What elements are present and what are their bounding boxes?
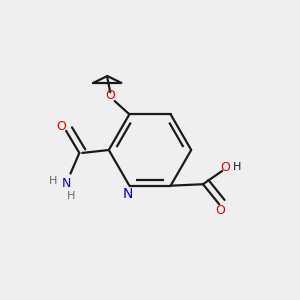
Text: N: N xyxy=(61,177,71,190)
Text: H: H xyxy=(67,190,75,201)
Text: O: O xyxy=(220,161,230,174)
Text: O: O xyxy=(105,89,115,102)
Text: H: H xyxy=(49,176,58,186)
Text: N: N xyxy=(123,187,133,201)
Text: H: H xyxy=(233,162,241,172)
Text: O: O xyxy=(56,120,66,133)
Text: O: O xyxy=(216,204,226,217)
